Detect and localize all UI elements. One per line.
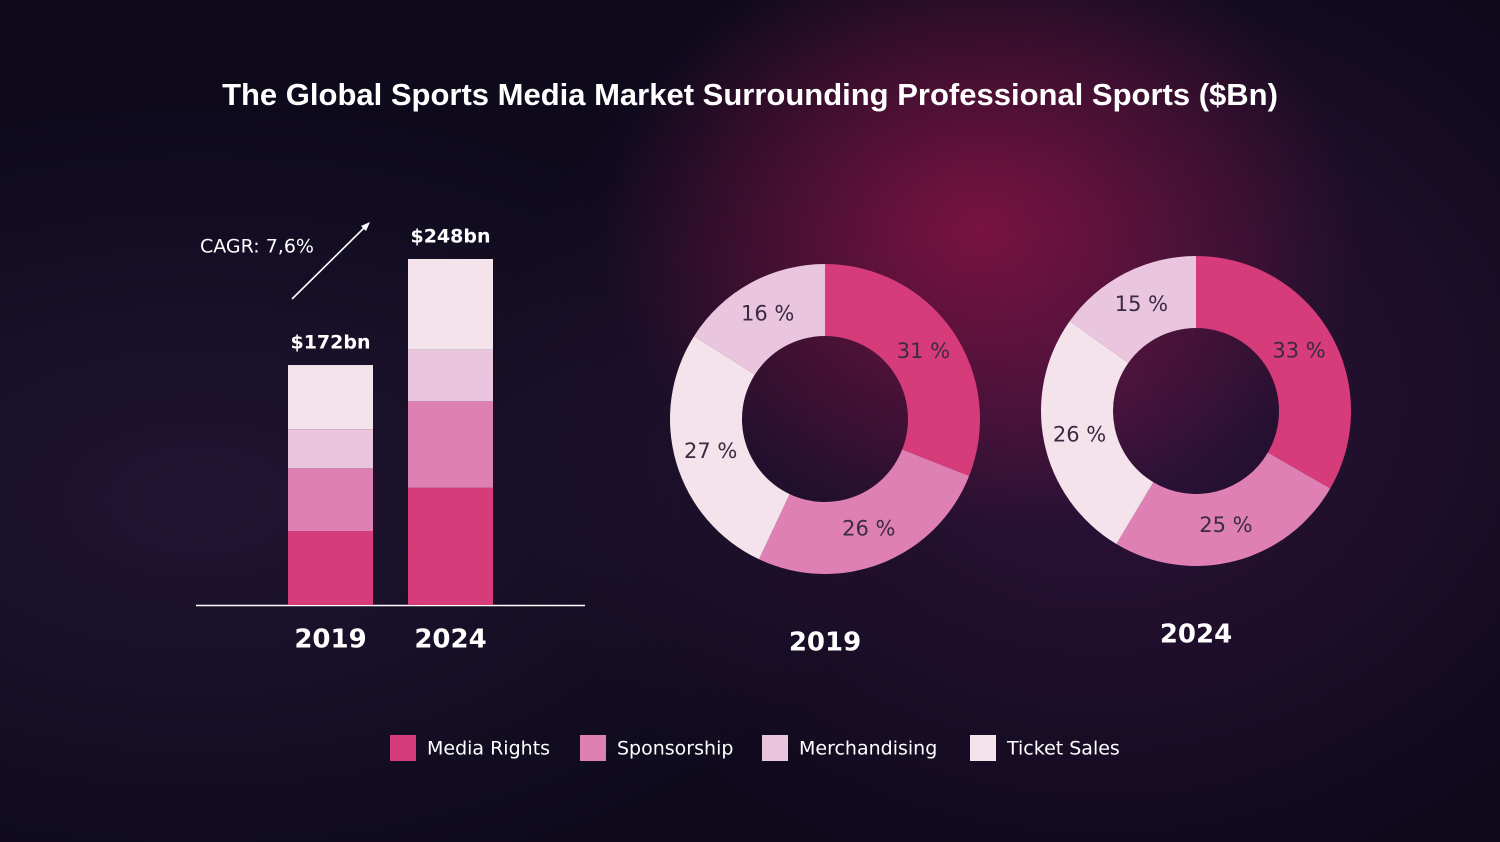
slice-label: 26 % bbox=[1053, 422, 1106, 446]
total-label: $248bn bbox=[410, 226, 490, 248]
legend-swatch bbox=[390, 735, 416, 761]
slice-label: 33 % bbox=[1272, 339, 1325, 363]
annotation: CAGR: 7,6% bbox=[200, 236, 314, 258]
slice-label: 31 % bbox=[897, 339, 950, 363]
donut-slice bbox=[1196, 256, 1351, 489]
total-label: $172bn bbox=[290, 332, 370, 354]
donut-slice bbox=[670, 335, 790, 560]
donut-slice bbox=[759, 449, 970, 574]
legend-swatch bbox=[580, 735, 606, 761]
x-tick-label: 2024 bbox=[414, 625, 486, 655]
legend-label: Merchandising bbox=[799, 738, 937, 760]
bar-segment bbox=[408, 349, 493, 402]
bar-segment bbox=[408, 487, 493, 605]
donut-slice bbox=[825, 264, 980, 477]
slice-label: 16 % bbox=[741, 302, 794, 326]
donut-slice bbox=[1069, 256, 1196, 363]
bar-segment bbox=[408, 401, 493, 488]
donut-title: 2024 bbox=[1160, 620, 1232, 650]
donut-slice bbox=[1041, 321, 1154, 544]
arrow-head bbox=[361, 222, 370, 231]
slice-label: 25 % bbox=[1199, 513, 1252, 537]
donut-slice bbox=[1116, 452, 1331, 566]
legend-swatch bbox=[970, 735, 996, 761]
chart-title: The Global Sports Media Market Surroundi… bbox=[222, 77, 1278, 112]
legend-label: Media Rights bbox=[427, 738, 550, 760]
bar-segment bbox=[288, 531, 373, 605]
bar-segment bbox=[408, 259, 493, 350]
donut-slice bbox=[694, 264, 825, 375]
slice-label: 26 % bbox=[842, 517, 895, 541]
bar-segment bbox=[288, 429, 373, 469]
legend-label: Sponsorship bbox=[617, 738, 733, 760]
bar-segment bbox=[288, 468, 373, 532]
slice-label: 27 % bbox=[684, 439, 737, 463]
arrow bbox=[291, 223, 369, 300]
legend-label: Ticket Sales bbox=[1006, 738, 1120, 760]
bar-segment bbox=[288, 365, 373, 430]
legend-swatch bbox=[762, 735, 788, 761]
donut-title: 2019 bbox=[789, 628, 861, 658]
x-tick-label: 2019 bbox=[294, 625, 366, 655]
slice-label: 15 % bbox=[1115, 292, 1168, 316]
